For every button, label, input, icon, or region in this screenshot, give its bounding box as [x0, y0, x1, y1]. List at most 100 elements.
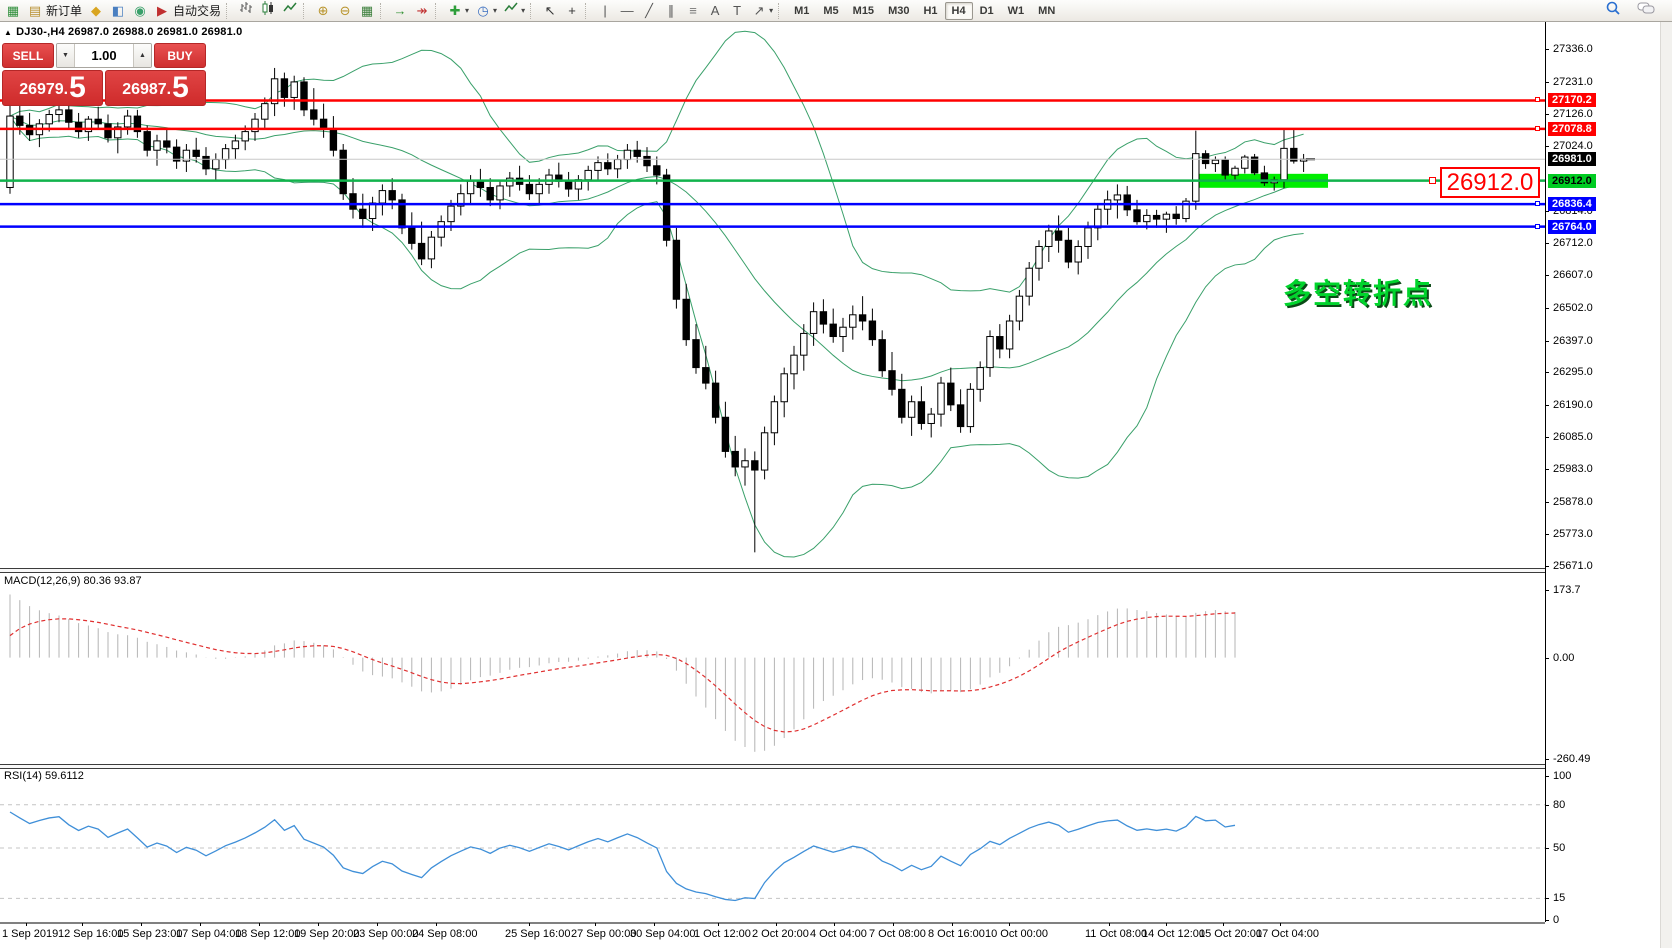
- arrows-button[interactable]: ↗ ▾: [748, 1, 776, 21]
- axis-tick: [1545, 307, 1549, 309]
- chart-shift-button[interactable]: ↠: [411, 1, 433, 21]
- deposit-button[interactable]: ◆: [85, 1, 107, 21]
- toolbar-right-buttons: [1602, 1, 1672, 21]
- time-tick: [893, 923, 894, 926]
- rsi-axis[interactable]: 100 80 50 15 0: [1545, 768, 1660, 926]
- toolbar-separator: [778, 2, 785, 19]
- timeframe-button-d1[interactable]: D1: [979, 4, 994, 17]
- line-anchor-handle[interactable]: [1535, 125, 1540, 131]
- price-marker-badge: 27078.8: [1548, 121, 1596, 136]
- price-level-label[interactable]: 26912.0: [1440, 167, 1540, 198]
- tile-windows-button[interactable]: ▦: [356, 1, 378, 21]
- search-button[interactable]: [1602, 1, 1624, 21]
- level-line-handle[interactable]: [1429, 177, 1436, 184]
- vertical-line-button[interactable]: |: [594, 1, 616, 21]
- bars-chart-button[interactable]: [235, 1, 257, 21]
- line-anchor-handle[interactable]: [1535, 97, 1540, 103]
- templates-button[interactable]: ▾: [500, 1, 528, 21]
- volume-decrease-button[interactable]: ▼: [57, 44, 75, 67]
- price-axis[interactable]: 27336.027231.027126.027024.026814.026712…: [1535, 22, 1660, 572]
- time-tick: [1109, 923, 1110, 926]
- tile-windows-icon: ▦: [360, 2, 374, 18]
- auto-scroll-icon: →: [393, 2, 407, 18]
- volume-increase-button[interactable]: ▲: [133, 44, 151, 67]
- line-anchor-handle[interactable]: [1535, 201, 1540, 207]
- chat-icon: [1637, 0, 1655, 22]
- timeframe-button-m5[interactable]: M5: [823, 4, 839, 17]
- time-tick-label: 1 Oct 12:00: [694, 928, 751, 940]
- text-button[interactable]: A: [704, 1, 726, 21]
- axis-tick: [1545, 566, 1549, 567]
- axis-tick: [1545, 242, 1549, 244]
- horizontal-line-button[interactable]: —: [616, 1, 638, 21]
- timeframe-button-mn[interactable]: MN: [1038, 4, 1056, 17]
- new-chart-button[interactable]: ▦: [2, 1, 24, 21]
- text-label-button[interactable]: T: [726, 1, 748, 21]
- time-tick-label: 18 Sep 12:00: [235, 928, 301, 940]
- buy-button[interactable]: BUY: [154, 43, 206, 68]
- buy-price-block[interactable]: 26987. 5: [105, 70, 206, 106]
- cursor-icon: ↖: [544, 2, 556, 18]
- time-tick-label: 27 Sep 00:00: [571, 928, 637, 940]
- macd-axis[interactable]: 173.7 0.00 -260.49: [1545, 573, 1660, 765]
- cursor-button[interactable]: ↖: [539, 1, 561, 21]
- rsi-tick-label: 15: [1553, 892, 1566, 905]
- autotrading-button[interactable]: ▶ 自动交易: [151, 1, 224, 21]
- time-tick: [776, 923, 777, 926]
- auto-scroll-button[interactable]: →: [389, 1, 411, 21]
- sell-price-block[interactable]: 26979. 5: [2, 70, 103, 106]
- timeframe-button-m1[interactable]: M1: [794, 4, 810, 17]
- candles-chart-button[interactable]: [257, 0, 279, 21]
- periods-button[interactable]: ◷ ▾: [472, 1, 500, 21]
- fibonacci-button[interactable]: ≡: [682, 1, 704, 21]
- time-axis[interactable]: 1 Sep 2019 12 Sep 16:00 15 Sep 23:00 17 Sep…: [0, 923, 1660, 948]
- macd-pane[interactable]: [0, 573, 1545, 765]
- timeframe-button-m15[interactable]: M15: [852, 4, 875, 17]
- buy-price-main: 26987.: [122, 81, 172, 98]
- axis-tick: [1545, 404, 1549, 406]
- time-tick: [1280, 923, 1281, 926]
- time-tick-label: 30 Sep 04:00: [630, 928, 696, 940]
- toolbar-separator: [435, 2, 442, 19]
- chart-window: ▲ DJ30-,H4 26987.0 26988.0 26981.0 26981.…: [0, 22, 1672, 948]
- timeframe-button-h1[interactable]: H1: [923, 4, 938, 17]
- timeframe-button-h4[interactable]: H4: [944, 1, 973, 20]
- time-tick: [436, 923, 437, 926]
- chat-button[interactable]: [1634, 1, 1656, 21]
- pane-separator[interactable]: [0, 568, 1545, 573]
- signals-button[interactable]: ◉: [129, 1, 151, 21]
- timeframe-button-w1[interactable]: W1: [1007, 4, 1025, 17]
- price-tick-label: 26607.0: [1553, 269, 1593, 282]
- volume-field[interactable]: 1.00: [91, 48, 117, 63]
- trendline-button[interactable]: ╱: [638, 1, 660, 21]
- price-tick-label: 25773.0: [1553, 528, 1593, 541]
- price-tick-label: 27126.0: [1553, 108, 1593, 121]
- line-anchor-handle[interactable]: [1535, 223, 1540, 229]
- time-tick: [595, 923, 596, 926]
- navigator-button[interactable]: ◧: [107, 1, 129, 21]
- zoom-out-button[interactable]: ⊖: [334, 1, 356, 21]
- new-order-button[interactable]: ▤ 新订单: [24, 1, 85, 21]
- rsi-pane[interactable]: [0, 768, 1545, 924]
- pane-separator[interactable]: [0, 764, 1545, 769]
- price-tick-label: 26397.0: [1553, 334, 1593, 347]
- rsi-tick-label: 100: [1553, 770, 1572, 782]
- price-tick-label: 27024.0: [1553, 139, 1593, 152]
- sell-button[interactable]: SELL: [2, 43, 54, 68]
- crosshair-button[interactable]: +: [561, 1, 583, 21]
- macd-tick-label: -260.49: [1553, 752, 1591, 765]
- symbol-info: ▲ DJ30-,H4 26987.0 26988.0 26981.0 26981.…: [4, 26, 242, 38]
- channel-button[interactable]: ∥: [660, 1, 682, 21]
- text-label-icon: T: [733, 2, 742, 18]
- right-scroll-strip[interactable]: [1660, 22, 1672, 948]
- indicators-button[interactable]: ✚ ▾: [444, 1, 472, 21]
- collapse-icon[interactable]: ▲: [4, 28, 13, 37]
- timeframe-button-m30[interactable]: M30: [888, 4, 910, 17]
- time-tick: [1223, 923, 1224, 926]
- price-chart[interactable]: [0, 22, 1545, 568]
- price-tick-label: 26190.0: [1553, 398, 1593, 411]
- line-chart-button[interactable]: [279, 1, 301, 21]
- axis-tick: [1545, 589, 1549, 591]
- zoom-in-button[interactable]: ⊕: [312, 1, 334, 21]
- text-icon: A: [710, 2, 720, 18]
